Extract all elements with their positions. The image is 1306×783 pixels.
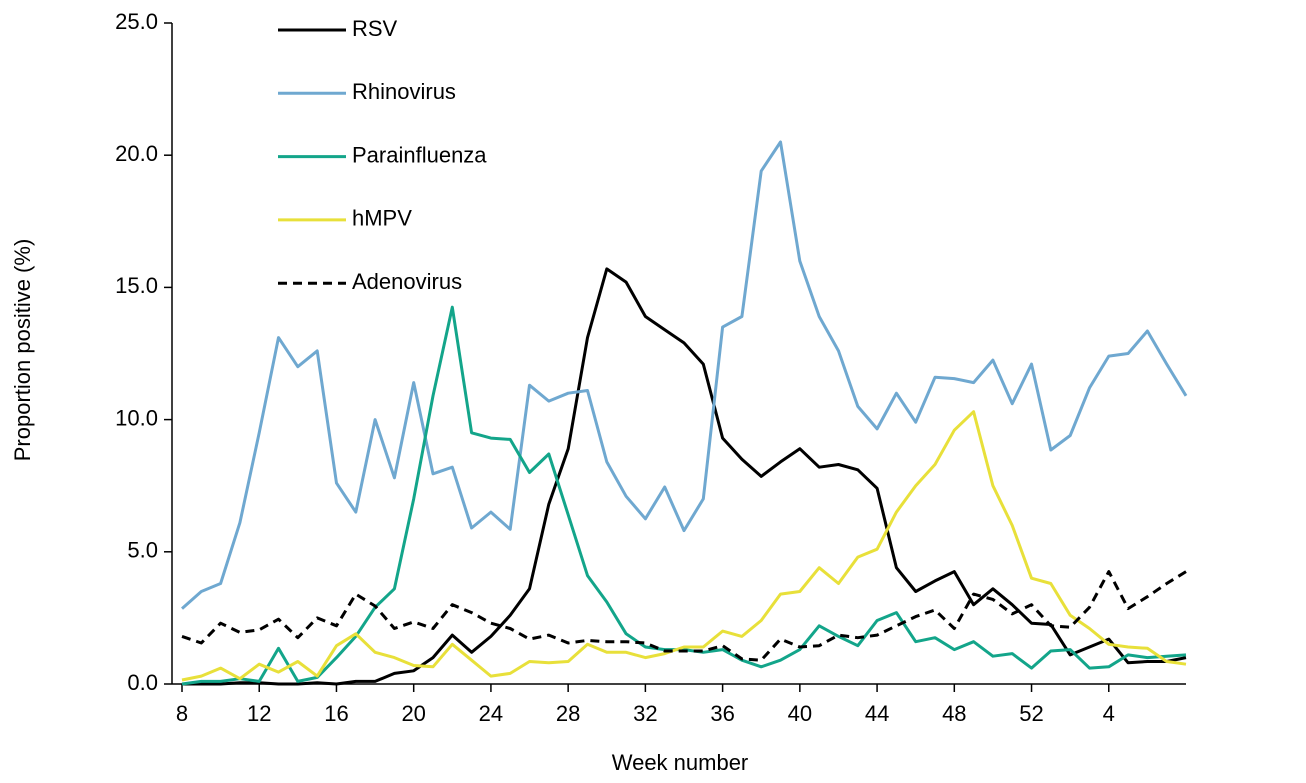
x-tick-label: 20 bbox=[401, 701, 425, 726]
y-tick-label: 15.0 bbox=[115, 273, 158, 298]
series-line bbox=[181, 305, 1187, 686]
x-tick-label: 48 bbox=[942, 701, 966, 726]
legend-label: hMPV bbox=[352, 206, 412, 231]
series-line bbox=[181, 570, 1187, 662]
y-tick-label: 20.0 bbox=[115, 141, 158, 166]
y-tick-label: 0.0 bbox=[127, 670, 158, 695]
x-tick-label: 4 bbox=[1103, 701, 1115, 726]
series-line bbox=[181, 140, 1188, 610]
x-tick-label: 52 bbox=[1019, 701, 1043, 726]
x-tick-label: 16 bbox=[324, 701, 348, 726]
y-tick-label: 10.0 bbox=[115, 405, 158, 430]
legend-label: Parainfluenza bbox=[352, 142, 487, 167]
legend-label: RSV bbox=[352, 16, 398, 41]
y-tick-label: 25.0 bbox=[115, 9, 158, 34]
legend-label: Adenovirus bbox=[352, 269, 462, 294]
x-tick-label: 28 bbox=[556, 701, 580, 726]
y-axis-label: Proportion positive (%) bbox=[10, 239, 35, 462]
x-tick-label: 40 bbox=[788, 701, 812, 726]
x-axis-label: Week number bbox=[612, 750, 749, 775]
x-tick-label: 24 bbox=[479, 701, 503, 726]
legend-label: Rhinovirus bbox=[352, 79, 456, 104]
series-line bbox=[181, 410, 1187, 682]
series-line bbox=[182, 267, 1187, 686]
x-tick-label: 36 bbox=[710, 701, 734, 726]
x-tick-label: 32 bbox=[633, 701, 657, 726]
y-tick-label: 5.0 bbox=[127, 538, 158, 563]
x-tick-label: 12 bbox=[247, 701, 271, 726]
x-tick-label: 44 bbox=[865, 701, 889, 726]
x-tick-label: 8 bbox=[176, 701, 188, 726]
